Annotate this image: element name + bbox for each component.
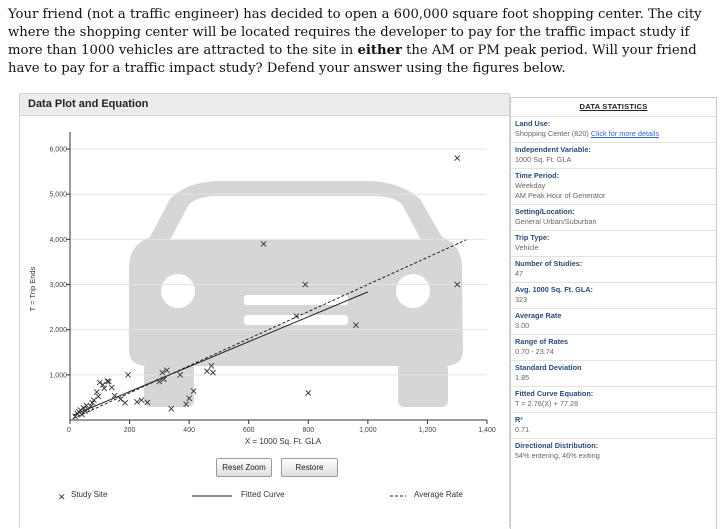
stat-land-use: Land Use: Shopping Center (820) Click fo… — [511, 116, 716, 142]
stat-label: Land Use: — [515, 119, 551, 128]
stat-r-squared: R² 0.71 — [511, 412, 716, 438]
legend-average-rate: Average Rate — [414, 490, 463, 499]
stat-value: 0.70 - 23.74 — [515, 347, 554, 356]
stat-value: 0.71 — [515, 425, 530, 434]
stat-standard-deviation: Standard Deviation 1.85 — [511, 360, 716, 386]
stat-label: Setting/Location: — [515, 207, 575, 216]
stat-label: Trip Type: — [515, 233, 550, 242]
stat-value: T = 2.76(X) + 77.28 — [515, 399, 579, 408]
stats-title: DATA STATISTICS — [579, 102, 648, 111]
stat-directional-distribution: Directional Distribution: 54% entering, … — [511, 438, 716, 464]
stat-fitted-curve-equation: Fitted Curve Equation: T = 2.76(X) + 77.… — [511, 386, 716, 412]
stat-label: Range of Rates — [515, 337, 569, 346]
stat-value: General Urban/Suburban — [515, 217, 597, 226]
stat-value: AM Peak Hour of Generator — [515, 191, 606, 200]
reset-zoom-button[interactable]: Reset Zoom — [216, 458, 272, 477]
stat-avg-gla: Avg. 1000 Sq. Ft. GLA: 323 — [511, 282, 716, 308]
stat-value: 1.85 — [515, 373, 530, 382]
stat-value: 323 — [515, 295, 528, 304]
stat-label: Independent Variable: — [515, 145, 591, 154]
panel-title: Data Plot and Equation — [20, 94, 509, 116]
stat-label: Fitted Curve Equation: — [515, 389, 594, 398]
question-part-1: Your friend (not a traffic engineer) has… — [8, 7, 702, 58]
stat-trip-type: Trip Type: Vehicle — [511, 230, 716, 256]
question-part-2: the AM or PM peak period. Will your frie… — [8, 43, 697, 76]
stat-label: Standard Deviation — [515, 363, 582, 372]
stat-value: Weekday — [515, 181, 546, 190]
stat-time-period: Time Period: Weekday AM Peak Hour of Gen… — [511, 168, 716, 204]
stat-label: Average Rate — [515, 311, 562, 320]
stat-setting-location: Setting/Location: General Urban/Suburban — [511, 204, 716, 230]
stat-label: Number of Studies: — [515, 259, 583, 268]
stat-label: R² — [515, 415, 523, 424]
stat-value: 47 — [515, 269, 524, 278]
stat-independent-variable: Independent Variable: 1000 Sq. Ft. GLA — [511, 142, 716, 168]
stat-average-rate: Average Rate 3.00 — [511, 308, 716, 334]
stat-value: 1000 Sq. Ft. GLA — [515, 155, 572, 164]
stat-range-of-rates: Range of Rates 0.70 - 23.74 — [511, 334, 716, 360]
details-link[interactable]: Click for more details — [590, 129, 659, 138]
restore-button[interactable]: Restore — [281, 458, 338, 477]
stat-value: 54% entering, 46% exiting — [515, 451, 600, 460]
legend-study-site: Study Site — [71, 490, 108, 499]
stat-number-of-studies: Number of Studies: 47 — [511, 256, 716, 282]
question-text: Your friend (not a traffic engineer) has… — [8, 6, 720, 78]
question-bold-word: either — [357, 43, 402, 58]
stat-label: Time Period: — [515, 171, 560, 180]
stat-value: Vehicle — [515, 243, 539, 252]
legend-fitted-curve: Fitted Curve — [241, 490, 285, 499]
stat-value: 3.00 — [515, 321, 530, 330]
stat-label: Directional Distribution: — [515, 441, 599, 450]
data-statistics-panel: DATA STATISTICS Land Use: Shopping Cente… — [510, 97, 717, 529]
stat-label: Avg. 1000 Sq. Ft. GLA: — [515, 285, 593, 294]
stat-value: Shopping Center (820) — [515, 129, 589, 138]
